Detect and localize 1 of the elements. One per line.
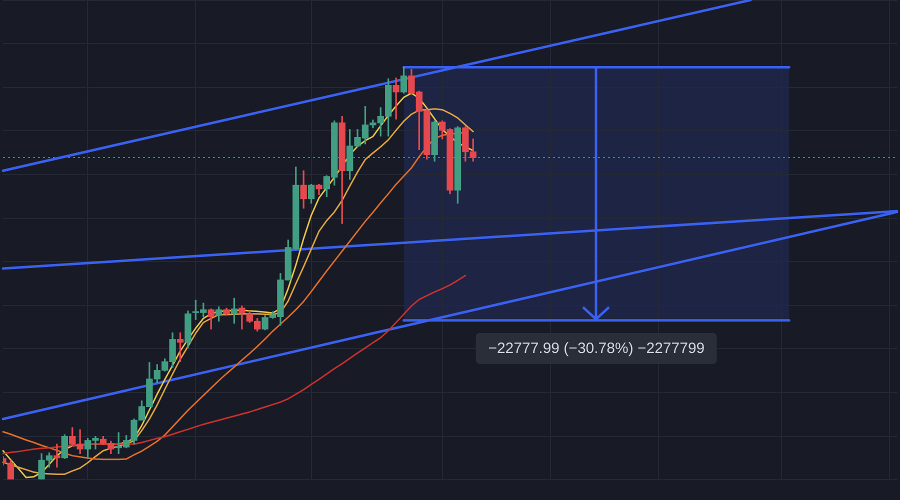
annotation: −22777.99 (−30.78%) −2277799 [476,333,717,364]
